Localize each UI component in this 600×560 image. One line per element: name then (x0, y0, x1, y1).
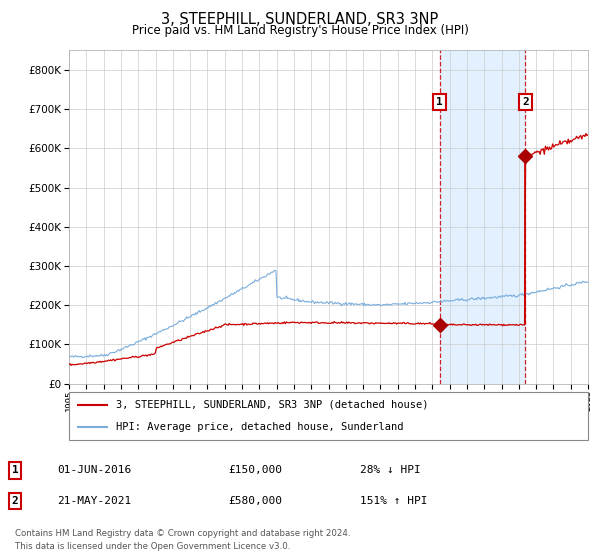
FancyBboxPatch shape (69, 392, 588, 440)
Text: 3, STEEPHILL, SUNDERLAND, SR3 3NP (detached house): 3, STEEPHILL, SUNDERLAND, SR3 3NP (detac… (116, 400, 428, 410)
Text: 28% ↓ HPI: 28% ↓ HPI (360, 465, 421, 475)
Text: 01-JUN-2016: 01-JUN-2016 (57, 465, 131, 475)
Text: £580,000: £580,000 (228, 496, 282, 506)
Text: Contains HM Land Registry data © Crown copyright and database right 2024.: Contains HM Land Registry data © Crown c… (15, 529, 350, 538)
Text: 21-MAY-2021: 21-MAY-2021 (57, 496, 131, 506)
Text: 1: 1 (436, 97, 443, 107)
Text: 151% ↑ HPI: 151% ↑ HPI (360, 496, 427, 506)
Text: £150,000: £150,000 (228, 465, 282, 475)
Text: 1: 1 (11, 465, 19, 475)
Text: Price paid vs. HM Land Registry's House Price Index (HPI): Price paid vs. HM Land Registry's House … (131, 24, 469, 36)
Text: 2: 2 (11, 496, 19, 506)
Bar (440, 50, 526, 384)
Text: 3, STEEPHILL, SUNDERLAND, SR3 3NP: 3, STEEPHILL, SUNDERLAND, SR3 3NP (161, 12, 439, 27)
Text: 2: 2 (522, 97, 529, 107)
Text: This data is licensed under the Open Government Licence v3.0.: This data is licensed under the Open Gov… (15, 542, 290, 551)
Text: HPI: Average price, detached house, Sunderland: HPI: Average price, detached house, Sund… (116, 422, 403, 432)
